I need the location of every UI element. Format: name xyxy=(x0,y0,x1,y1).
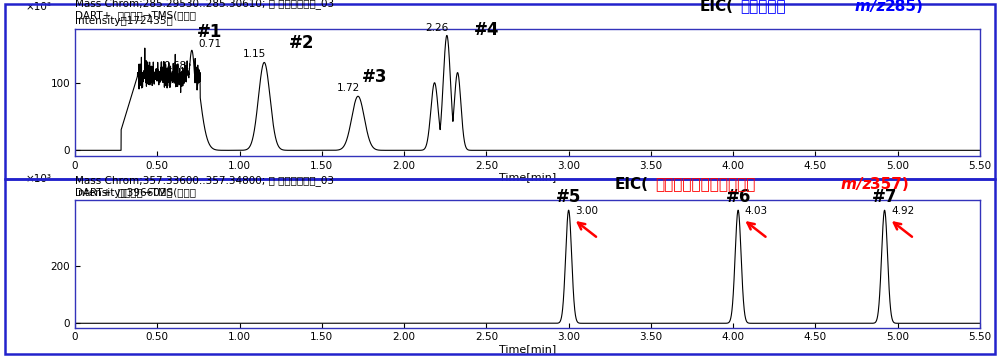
Text: 4.03: 4.03 xyxy=(745,206,768,216)
Text: 1.72: 1.72 xyxy=(337,83,360,93)
Text: 357): 357) xyxy=(870,177,909,192)
Text: DART+  未変化体→TMS(滴下）: DART+ 未変化体→TMS(滴下） xyxy=(75,187,196,197)
Text: EIC(: EIC( xyxy=(615,177,649,192)
Text: 4.92: 4.92 xyxy=(891,206,914,216)
Text: ×10³: ×10³ xyxy=(25,2,51,12)
Text: Mass Chrom;285.29530..285.30610; ／ ステアリン酸_03: Mass Chrom;285.29530..285.30610; ／ ステアリン… xyxy=(75,0,334,9)
X-axis label: Time[min]: Time[min] xyxy=(499,344,556,354)
Text: 0.71: 0.71 xyxy=(198,39,222,49)
Text: #6: #6 xyxy=(725,188,751,205)
Text: 1.15: 1.15 xyxy=(243,49,266,59)
Text: m/z: m/z xyxy=(855,0,891,14)
Text: m/z: m/z xyxy=(841,177,877,192)
Text: #1: #1 xyxy=(197,23,223,41)
Text: 285): 285) xyxy=(885,0,924,14)
Text: DART+  未変化体→TMS(滴下）: DART+ 未変化体→TMS(滴下） xyxy=(75,10,196,20)
Text: #5: #5 xyxy=(556,188,581,205)
Text: トリメチルシリル化体：: トリメチルシリル化体： xyxy=(655,177,755,192)
Text: 3.00: 3.00 xyxy=(575,206,598,216)
Text: #2: #2 xyxy=(289,34,315,52)
Text: EIC(: EIC( xyxy=(700,0,734,14)
Text: #4: #4 xyxy=(474,21,499,39)
Text: 2.26: 2.26 xyxy=(425,23,449,33)
Text: ×10³: ×10³ xyxy=(25,174,51,184)
X-axis label: Time[min]: Time[min] xyxy=(499,172,556,182)
Text: 0.68: 0.68 xyxy=(164,61,187,71)
Text: Intensity（396602）: Intensity（396602） xyxy=(75,188,173,198)
Text: 未変化体：: 未変化体： xyxy=(740,0,786,14)
Text: Intensity（172435）: Intensity（172435） xyxy=(75,16,173,26)
Text: Mass Chrom;357.33600..357.34800; ／ ステアリン酸_03: Mass Chrom;357.33600..357.34800; ／ ステアリン… xyxy=(75,175,334,186)
Text: #3: #3 xyxy=(362,68,387,86)
Text: #7: #7 xyxy=(872,188,897,205)
